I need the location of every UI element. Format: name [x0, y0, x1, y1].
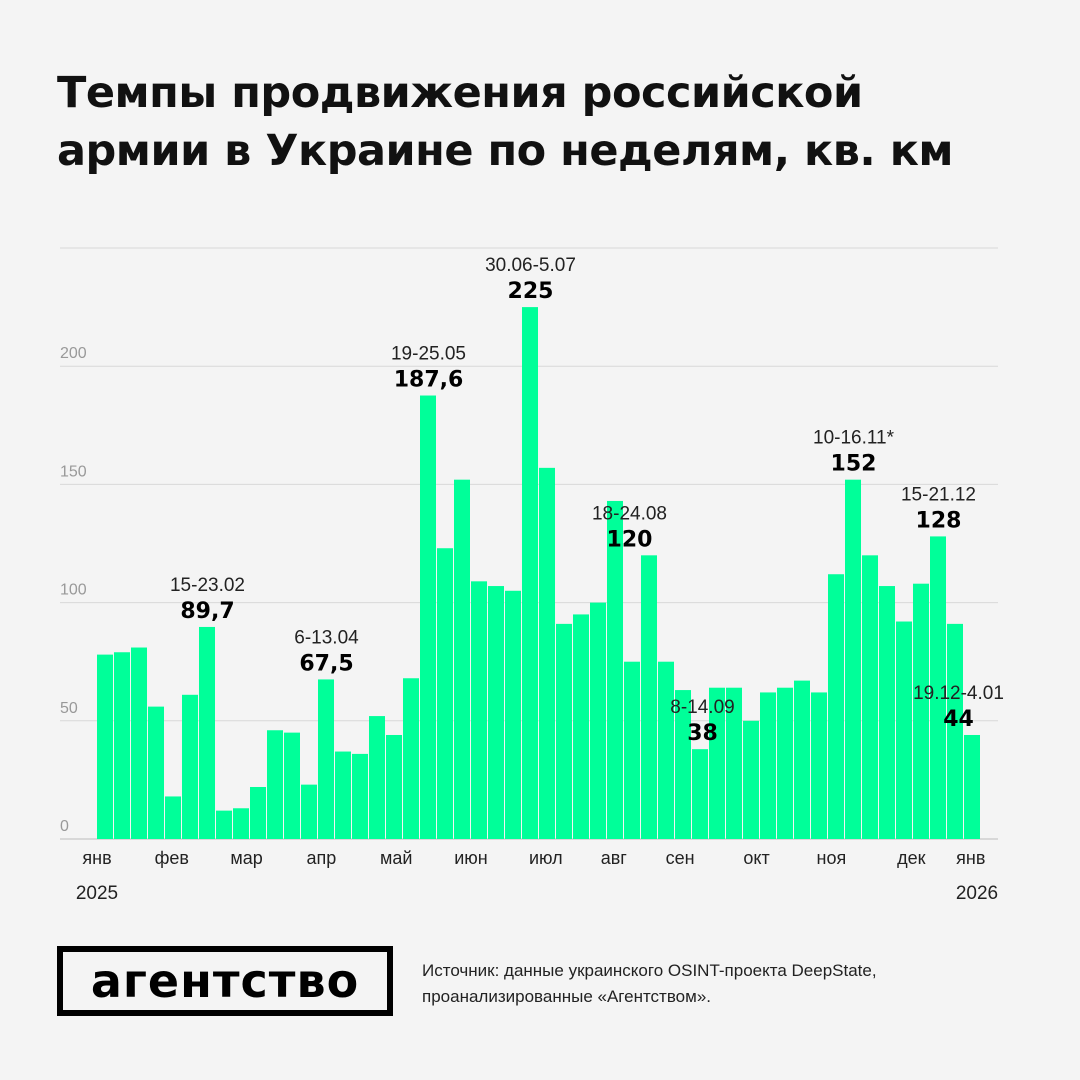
bar — [301, 784, 317, 839]
annotation-value: 38 — [687, 721, 718, 746]
bar — [97, 654, 113, 839]
annotation-value: 67,5 — [299, 651, 353, 676]
bar — [165, 796, 181, 839]
bar — [131, 647, 147, 839]
bar — [318, 679, 334, 839]
bar — [607, 500, 623, 839]
bar — [828, 574, 844, 839]
bar — [420, 395, 436, 839]
y-tick-label: 200 — [60, 345, 87, 362]
bar — [114, 652, 130, 839]
annotation-value: 89,7 — [180, 599, 234, 624]
bar — [403, 678, 419, 839]
bar — [539, 467, 555, 839]
year-label: 2025 — [76, 883, 118, 904]
x-tick-label: янв — [956, 848, 985, 868]
bar — [726, 687, 742, 839]
x-tick-label: июл — [529, 848, 563, 868]
bar — [947, 623, 963, 839]
logo-text: агентство — [90, 954, 360, 1008]
chart-title: Темпы продвижения российской армии в Укр… — [57, 68, 954, 176]
x-tick-label: апр — [307, 848, 337, 868]
annotation-value: 120 — [607, 527, 653, 552]
bar — [811, 692, 827, 839]
bar — [556, 623, 572, 839]
bar — [675, 690, 691, 839]
annotation-date: 30.06-5.07 — [485, 255, 576, 276]
y-tick-label: 100 — [60, 582, 87, 599]
bar — [386, 734, 402, 839]
annotation-date: 15-21.12 — [901, 484, 976, 505]
x-tick-label: окт — [743, 848, 769, 868]
x-tick-label: мар — [230, 848, 262, 868]
bar — [862, 555, 878, 839]
annotation-date: 6-13.04 — [294, 627, 359, 648]
bar — [199, 626, 215, 839]
bar — [760, 692, 776, 839]
source-line-2: проанализированные «Агентством». — [422, 987, 711, 1006]
annotation-date: 18-24.08 — [592, 503, 667, 524]
bar — [522, 307, 538, 840]
x-tick-label: фев — [155, 848, 189, 868]
bar — [930, 536, 946, 839]
bar — [879, 586, 895, 839]
bar — [233, 808, 249, 839]
annotation-date: 10-16.11* — [813, 428, 895, 449]
x-tick-label: июн — [454, 848, 488, 868]
bar — [624, 661, 640, 839]
bar — [148, 706, 164, 839]
bar — [573, 614, 589, 839]
bar — [182, 694, 198, 839]
bar — [590, 602, 606, 839]
bar — [267, 730, 283, 839]
bar — [845, 479, 861, 839]
annotation-value: 187,6 — [394, 368, 464, 393]
bar — [709, 687, 725, 839]
bar — [454, 479, 470, 839]
bar — [743, 720, 759, 839]
bar — [284, 732, 300, 839]
bar — [692, 749, 708, 839]
x-tick-label: ноя — [817, 848, 847, 868]
bar — [641, 555, 657, 839]
bar — [216, 810, 232, 839]
source-line-1: Источник: данные украинского OSINT-проек… — [422, 961, 877, 980]
x-tick-label: сен — [666, 848, 695, 868]
source-note: Источник: данные украинского OSINT-проек… — [422, 958, 877, 1010]
bar — [964, 734, 980, 839]
bar — [777, 687, 793, 839]
bar — [505, 590, 521, 839]
annotation-date: 8-14.09 — [670, 697, 734, 718]
year-label: 2026 — [956, 883, 998, 904]
annotation-date: 15-23.02 — [170, 575, 245, 596]
y-tick-label: 0 — [60, 818, 69, 835]
bar — [913, 583, 929, 839]
annotation-value: 225 — [508, 279, 554, 304]
annotation-value: 44 — [943, 707, 974, 732]
agentstvo-logo: агентство — [57, 946, 393, 1016]
bar — [471, 581, 487, 839]
x-tick-label: май — [380, 848, 412, 868]
bar — [658, 661, 674, 839]
bar — [896, 621, 912, 839]
annotation-date: 19-25.05 — [391, 344, 466, 365]
annotation-date: 19.12-4.01 — [913, 683, 1004, 704]
bar — [437, 548, 453, 839]
bar — [352, 753, 368, 839]
x-tick-label: дек — [897, 848, 926, 868]
bar — [488, 586, 504, 839]
annotation-value: 128 — [916, 508, 962, 533]
x-tick-label: авг — [601, 848, 628, 868]
bar — [794, 680, 810, 839]
x-tick-label: янв — [82, 848, 111, 868]
bar — [369, 716, 385, 839]
y-tick-label: 150 — [60, 463, 87, 480]
annotation-value: 152 — [831, 452, 877, 477]
bar — [335, 751, 351, 839]
bar — [250, 786, 266, 839]
y-tick-label: 50 — [60, 700, 78, 717]
